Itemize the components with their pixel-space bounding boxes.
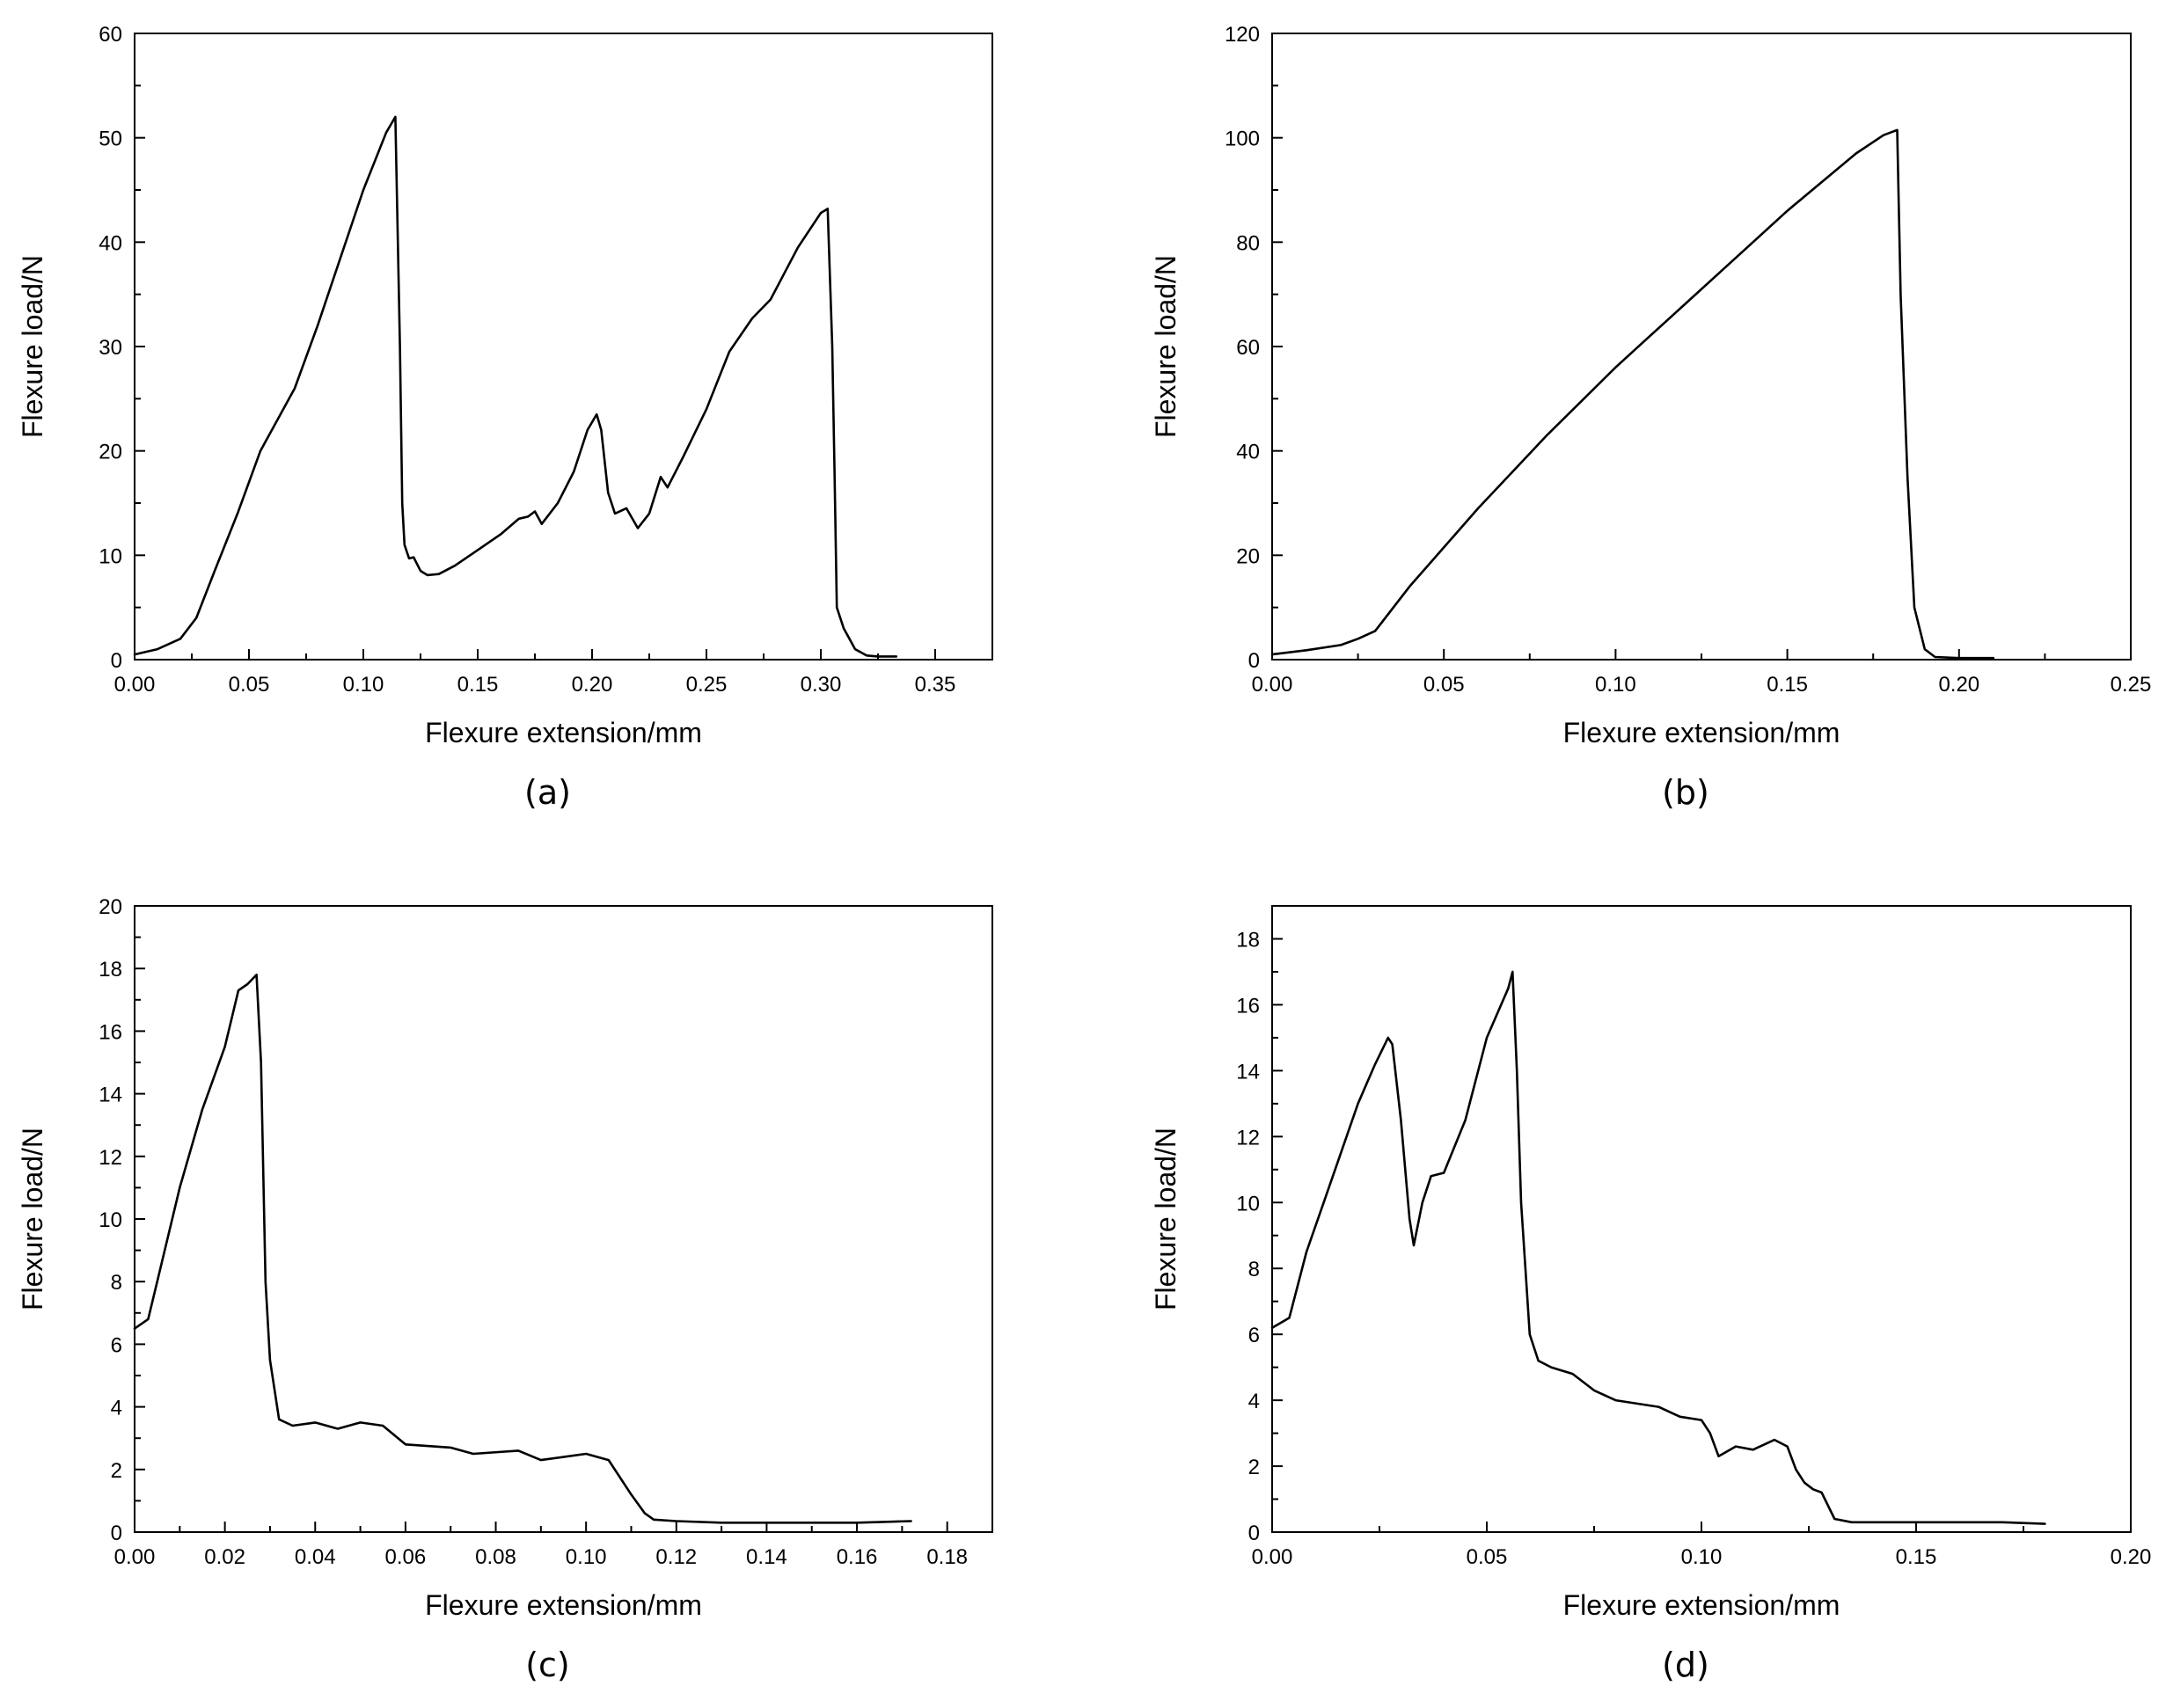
- x-tick-label: 0.04: [295, 1545, 336, 1569]
- y-tick-label: 120: [1225, 23, 1260, 47]
- x-tick-label: 0.15: [1896, 1545, 1937, 1569]
- y-tick-label: 6: [1248, 1324, 1260, 1347]
- x-tick-label: 0.10: [343, 673, 384, 697]
- x-axis-title: Flexure extension/mm: [425, 1589, 702, 1621]
- panel-label: (a): [524, 773, 571, 812]
- y-tick-label: 40: [99, 231, 122, 255]
- x-tick-label: 0.20: [1938, 673, 1979, 697]
- y-axis-title: Flexure load/N: [17, 255, 48, 438]
- y-tick-label: 12: [99, 1146, 122, 1170]
- y-tick-label: 20: [99, 895, 122, 919]
- y-tick-label: 12: [1236, 1126, 1260, 1150]
- series-line-c: [133, 974, 912, 1524]
- y-tick-label: 0: [111, 1522, 122, 1545]
- y-tick-label: 2: [111, 1459, 122, 1483]
- y-axis-title: Flexure load/N: [17, 1128, 48, 1310]
- panel-label: (b): [1662, 773, 1709, 812]
- x-tick-label: 0.10: [566, 1545, 607, 1569]
- x-tick-label: 0.05: [229, 673, 270, 697]
- y-axis-title: Flexure load/N: [1150, 255, 1182, 438]
- plot-frame: [134, 33, 993, 661]
- y-tick-label: 8: [1248, 1258, 1260, 1281]
- y-tick-label: 0: [1248, 649, 1260, 673]
- x-tick-label: 0.10: [1681, 1545, 1723, 1569]
- x-tick-label: 0.35: [915, 673, 956, 697]
- y-tick-label: 80: [1236, 231, 1260, 255]
- y-tick-label: 10: [99, 1208, 122, 1232]
- x-tick-label: 0.15: [1767, 673, 1808, 697]
- y-tick-label: 2: [1248, 1456, 1260, 1479]
- y-tick-label: 18: [1236, 928, 1260, 952]
- x-tick-label: 0.12: [655, 1545, 697, 1569]
- plot-frame: [1271, 905, 2132, 1533]
- y-tick-label: 4: [1248, 1390, 1260, 1413]
- y-axis-title: Flexure load/N: [1150, 1128, 1182, 1310]
- chart-panel-c: 0.00 0.02 0.04 0.06 0.08 0.10 0.12 0.14 0.16 0.18…: [17, 895, 993, 1684]
- y-tick-label: 40: [1236, 441, 1260, 464]
- y-tick-label: 16: [99, 1020, 122, 1044]
- series-line-b: [1270, 128, 1995, 660]
- y-tick-label: 10: [1236, 1192, 1260, 1215]
- chart-panel-b: 0.00 0.05 0.10 0.15 0.20 0.25 0 20 40 60 80 100 120 F…: [1150, 23, 2151, 812]
- x-tick-label: 0.08: [475, 1545, 516, 1569]
- panel-label: (c): [525, 1646, 570, 1684]
- x-tick-label: 0.02: [204, 1545, 245, 1569]
- y-tick-label: 60: [1236, 336, 1260, 360]
- series-line-a: [133, 115, 898, 658]
- x-axis-title: Flexure extension/mm: [425, 717, 702, 748]
- chart-panel-a: 0.00 0.05 0.10 0.15 0.20 0.25 0.30 0.35 0 10 20 30 4…: [17, 23, 993, 812]
- x-tick-label: 0.25: [2111, 673, 2152, 697]
- y-tick-label: 14: [1236, 1060, 1260, 1084]
- y-tick-label: 16: [1236, 994, 1260, 1018]
- x-tick-label: 0.00: [1252, 1545, 1293, 1569]
- y-tick-label: 0: [111, 649, 122, 673]
- x-tick-label: 0.14: [746, 1545, 787, 1569]
- y-tick-label: 0: [1248, 1522, 1260, 1545]
- x-tick-label: 0.30: [801, 673, 842, 697]
- x-tick-label: 0.20: [2111, 1545, 2152, 1569]
- y-tick-label: 8: [111, 1271, 122, 1295]
- x-tick-label: 0.00: [114, 673, 156, 697]
- x-tick-label: 0.15: [457, 673, 499, 697]
- x-tick-label: 0.16: [837, 1545, 878, 1569]
- plot-frame: [1271, 33, 2132, 661]
- y-tick-label: 6: [111, 1333, 122, 1357]
- y-tick-label: 18: [99, 958, 122, 982]
- x-tick-label: 0.05: [1467, 1545, 1508, 1569]
- x-tick-label: 0.06: [385, 1545, 427, 1569]
- x-tick-label: 0.00: [1252, 673, 1293, 697]
- y-tick-label: 20: [1236, 544, 1260, 568]
- y-tick-label: 4: [111, 1397, 122, 1420]
- y-tick-label: 100: [1225, 128, 1260, 151]
- chart-panel-d: 0.00 0.05 0.10 0.15 0.20 0 2 4 6 8 10 12 14 16 18 Flexu…: [1150, 905, 2152, 1684]
- x-tick-label: 0.10: [1595, 673, 1636, 697]
- y-tick-label: 60: [99, 23, 122, 47]
- y-tick-label: 10: [99, 544, 122, 568]
- y-tick-label: 30: [99, 336, 122, 360]
- x-tick-label: 0.25: [686, 673, 728, 697]
- panel-label: (d): [1662, 1646, 1709, 1684]
- x-tick-label: 0.05: [1423, 673, 1465, 697]
- x-tick-label: 0.00: [114, 1545, 156, 1569]
- y-tick-label: 20: [99, 441, 122, 464]
- x-axis-title: Flexure extension/mm: [1563, 1589, 1840, 1621]
- x-tick-label: 0.18: [926, 1545, 968, 1569]
- y-tick-label: 50: [99, 128, 122, 151]
- y-tick-label: 14: [99, 1084, 122, 1107]
- x-tick-label: 0.20: [572, 673, 613, 697]
- series-line-d: [1270, 970, 2046, 1525]
- x-axis-title: Flexure extension/mm: [1563, 717, 1840, 748]
